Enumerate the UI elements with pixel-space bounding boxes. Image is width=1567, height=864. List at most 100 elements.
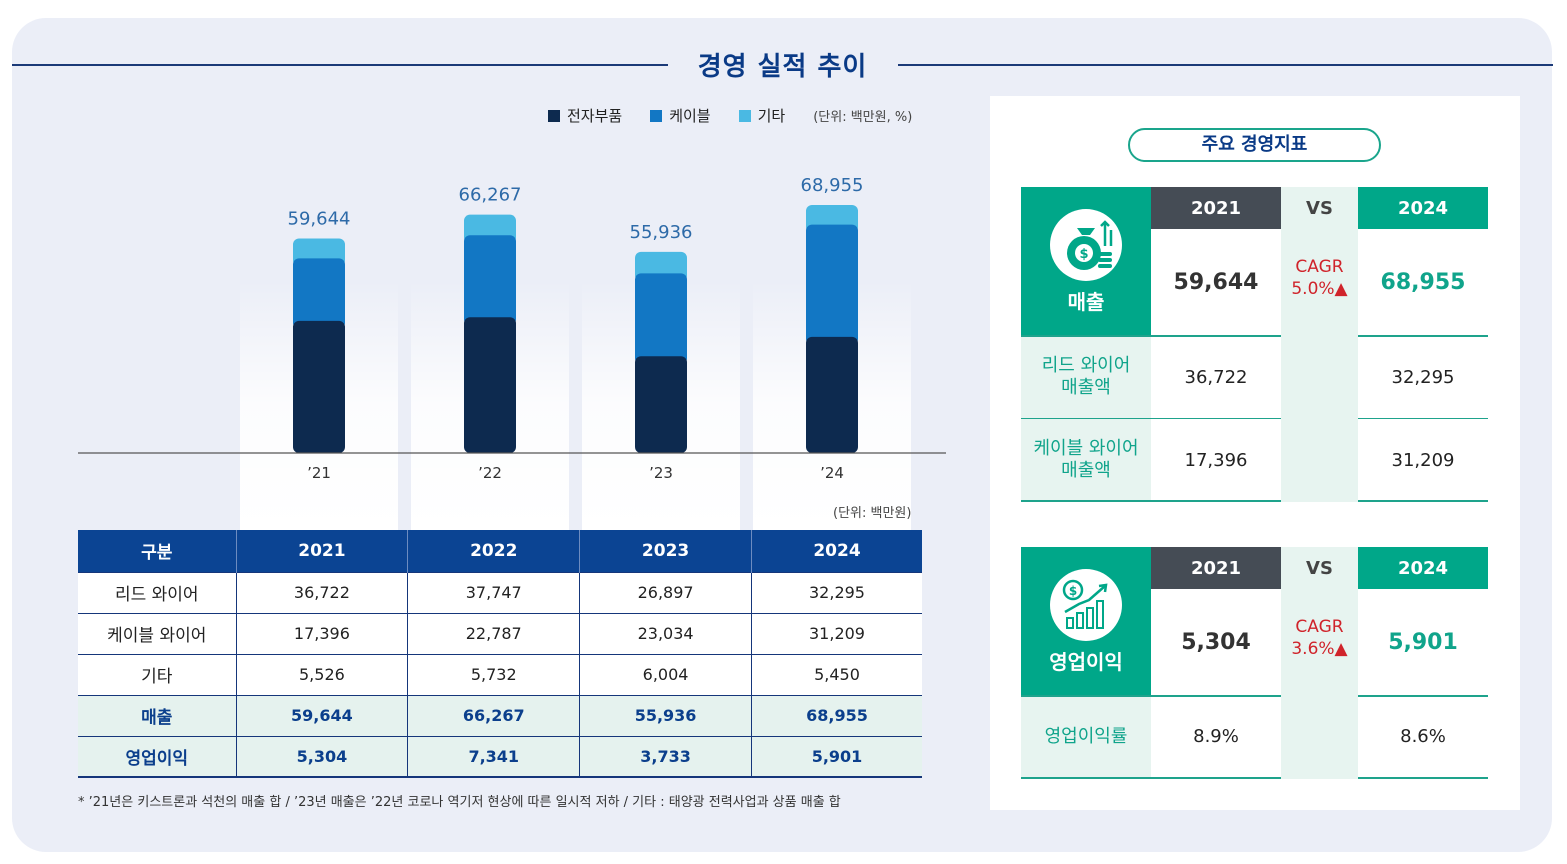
op-margin-label: 영업이익률 [1021,696,1151,777]
performance-table: 구분 2021 2022 2023 2024 리드 와이어 36,722 37,… [78,530,922,778]
row-label: 리드 와이어 [78,571,236,613]
table-cell: 68,955 [750,694,922,736]
divider [1021,777,1281,779]
op-cagr-value: 3.6%▲ [1291,639,1348,659]
row-label: 케이블 와이어 [78,612,236,654]
table-cell: 6,004 [579,653,752,695]
table-cell: 5,526 [235,653,408,695]
table-cell: 37,747 [407,571,580,613]
table-cell: 31,209 [750,612,922,654]
table-cell: 22,787 [407,612,580,654]
divider [1021,335,1281,337]
money-bag-icon: $ [1050,208,1122,281]
table-cell: 55,936 [579,694,752,736]
op-margin-a: 8.9% [1193,726,1239,747]
table-cell: 26,897 [579,571,752,613]
kpi-op-profit-block: $ 영업이익 2021 VS 2024 5,304 CAGR 3.6%▲ 5,9… [1021,547,1488,779]
table-cell: 17,396 [235,612,408,654]
sales-sub-lead-a: 36,722 [1184,366,1248,388]
bar-total-label: 66,267 [459,185,522,206]
bar-segment [635,356,687,453]
op-profit-label: 영업이익 [1049,649,1123,674]
svg-text:$: $ [1069,584,1077,598]
col-header: 2024 [750,530,922,572]
table-cell: 66,267 [407,694,580,736]
table-cell: 23,034 [579,612,752,654]
sales-year-b-header: 2024 [1358,187,1488,229]
sales-label: 매출 [1067,289,1105,314]
table-cell: 5,304 [235,735,408,778]
table-cell: 5,732 [407,653,580,695]
table-cell: 7,341 [407,735,580,778]
bar-segment [806,224,858,345]
table-header-row: 구분 2021 2022 2023 2024 [78,530,922,572]
title-rule-right [898,64,1553,66]
bar-segment [806,336,858,453]
growth-chart-icon: $ [1050,568,1122,641]
op-cagr: CAGR 3.6%▲ [1281,603,1358,673]
col-header: 2021 [235,530,408,572]
table-row-operating-profit: 영업이익 5,304 7,341 3,733 5,901 [78,735,922,778]
bar-total-label: 55,936 [630,222,693,243]
divider [1358,695,1488,697]
divider [1021,695,1281,697]
op-cagr-label: CAGR [1295,617,1344,637]
sales-value-a: 59,644 [1173,269,1259,295]
bar-total-label: 59,644 [288,208,351,229]
sales-sub-cable-a: 17,396 [1184,449,1248,471]
sales-vs-column [1281,229,1358,502]
col-header: 2022 [407,530,580,572]
chart-legend: 전자부품 케이블 기타 (단위: 백만원, %) [548,105,912,126]
sales-sub-lead-b: 32,295 [1391,366,1455,388]
table-cell: 3,733 [579,735,752,778]
col-header: 2023 [579,530,752,572]
op-profit-icon-panel: $ 영업이익 [1021,547,1151,695]
divider [1358,335,1488,337]
sales-sub-label-cable: 케이블 와이어 매출액 [1021,419,1151,501]
legend-item-electronics: 전자부품 [548,105,622,126]
sales-sub-label-lead: 리드 와이어 매출액 [1021,336,1151,418]
op-vs-column [1281,589,1358,779]
table-cell: 59,644 [235,694,408,736]
table-row: 케이블 와이어 17,396 22,787 23,034 31,209 [78,612,922,654]
kpi-sales-block: $ 매출 2021 VS 2024 59,644 CAGR 5.0%▲ 68,9… [1021,187,1488,502]
page-title: 경영 실적 추이 [697,52,868,82]
divider [1021,500,1281,502]
op-value-b: 5,901 [1388,629,1458,655]
bar-segment [635,273,687,365]
sales-year-a-header: 2021 [1151,187,1281,229]
table-row-sales: 매출 59,644 66,267 55,936 68,955 [78,694,922,736]
sales-cagr-value: 5.0%▲ [1291,279,1348,299]
table-cell: 36,722 [235,571,408,613]
row-label: 기타 [78,653,236,695]
row-label: 매출 [78,694,236,736]
op-year-a-header: 2021 [1151,547,1281,589]
op-margin-b: 8.6% [1400,726,1446,747]
x-tick-label: ’24 [820,464,844,482]
table-cell: 5,450 [750,653,922,695]
x-tick-label: ’21 [307,464,331,482]
svg-text:$: $ [1079,247,1088,262]
divider [1358,500,1488,502]
table-cell: 32,295 [750,571,922,613]
sales-icon-panel: $ 매출 [1021,187,1151,335]
op-value-a: 5,304 [1181,629,1251,655]
legend-unit: (단위: 백만원, %) [813,110,913,125]
table-unit: (단위: 백만원) [833,506,912,521]
title-rule-left [12,64,668,66]
bar-total-label: 68,955 [801,175,864,196]
sales-cagr: CAGR 5.0%▲ [1281,243,1358,313]
sales-cagr-label: CAGR [1295,257,1344,277]
col-header: 구분 [78,530,236,572]
bar-segment [293,320,345,453]
legend-item-cable: 케이블 [650,105,711,126]
divider [1021,418,1281,419]
bar-segment [293,258,345,329]
op-vs-header: VS [1281,547,1358,589]
legend-item-other: 기타 [738,105,785,126]
footnote: * ’21년은 키스트론과 석천의 매출 합 / ’23년 매출은 ’22년 코… [78,795,841,810]
table-row: 기타 5,526 5,732 6,004 5,450 [78,653,922,695]
divider [1358,777,1488,779]
table-cell: 5,901 [750,735,922,778]
bar-segment [464,317,516,453]
